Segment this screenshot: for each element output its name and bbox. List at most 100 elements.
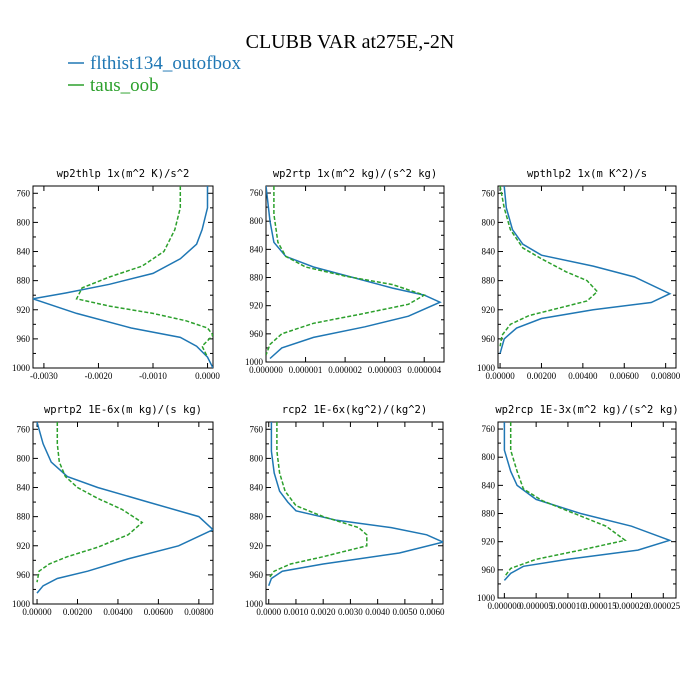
panel-title: wp2rtp 1x(m^2 kg)/(s^2 kg): [273, 168, 437, 180]
x-tick-label: 0.000010: [551, 601, 585, 611]
x-tick-label: -0.0030: [30, 371, 58, 381]
panel-title: wp2thlp 1x(m^2 K)/s^2: [57, 168, 190, 180]
legend-label-flthist134: flthist134_outofbox: [90, 53, 241, 74]
y-tick-label: 840: [17, 483, 31, 493]
y-tick-label: 840: [482, 480, 496, 490]
panel-3: wpthlp2 1x(m K^2)/s 760 800 840 880 920 960 100…: [477, 168, 681, 381]
series-line-flthist134-outofbox: [267, 422, 443, 587]
y-tick-label: 760: [17, 188, 31, 198]
panel-4: wprtp2 1E-6x(m kg)/(s kg) 760 800 840 880 920…: [12, 404, 214, 617]
y-tick-label: 800: [17, 453, 31, 463]
y-tick-label: 760: [250, 424, 264, 434]
x-tick-label: 0.0010: [284, 607, 309, 617]
x-tick-label: -0.0020: [85, 371, 113, 381]
y-tick-label: 920: [250, 301, 264, 311]
y-tick-label: 800: [250, 453, 264, 463]
y-tick-label: 920: [17, 541, 31, 551]
figure-title: CLUBB VAR at275E,-2N: [246, 31, 455, 53]
y-tick-label: 880: [250, 273, 264, 283]
legend-label-taus-oob: taus_oob: [90, 75, 159, 96]
y-tick-label: 840: [482, 247, 496, 257]
x-tick-label: 0.00800: [651, 371, 681, 381]
series-line-flthist134-outofbox: [36, 422, 213, 594]
x-tick-label: 0.00200: [63, 607, 93, 617]
panel-frame: [497, 421, 677, 599]
y-tick-label: 1000: [477, 363, 496, 373]
x-tick-label: 0.00000: [22, 607, 52, 617]
series-line-flthist134-outofbox: [33, 186, 213, 368]
x-tick-label: 0.0000: [195, 371, 220, 381]
x-tick-label: 0.00000: [485, 371, 515, 381]
x-tick-label: 0.000000: [249, 365, 283, 375]
y-tick-label: 840: [250, 244, 264, 254]
y-tick-label: 1000: [245, 599, 264, 609]
x-tick-label: 0.00600: [144, 607, 174, 617]
y-tick-label: 840: [17, 247, 31, 257]
x-tick-label: 0.000003: [368, 365, 402, 375]
y-tick-label: 1000: [12, 363, 31, 373]
legend: flthist134_outofbox taus_oob: [68, 53, 241, 96]
panel-5: rcp2 1E-6x(kg^2)/(kg^2) 760 800 840 880 920 96…: [245, 404, 445, 617]
panel-frame: [265, 185, 445, 363]
x-tick-label: 0.000015: [583, 601, 617, 611]
panel-1: wp2thlp 1x(m^2 K)/s^2 760 800 840 880 920 960 1…: [12, 168, 220, 381]
x-tick-label: 0.000020: [615, 601, 649, 611]
y-tick-label: 960: [17, 334, 31, 344]
y-tick-label: 880: [17, 512, 31, 522]
y-tick-label: 960: [482, 334, 496, 344]
y-tick-label: 880: [17, 276, 31, 286]
y-tick-label: 880: [250, 512, 264, 522]
series-line-flthist134-outofbox: [499, 186, 672, 354]
series-line-flthist134-outofbox: [266, 186, 442, 360]
x-tick-label: 0.00200: [527, 371, 557, 381]
x-tick-label: 0.000004: [407, 365, 441, 375]
x-tick-label: 0.000005: [519, 601, 553, 611]
y-tick-label: 960: [482, 565, 496, 575]
y-tick-label: 800: [482, 452, 496, 462]
y-tick-label: 1000: [12, 599, 31, 609]
panel-title: wprtp2 1E-6x(m kg)/(s kg): [44, 404, 202, 416]
x-tick-label: 0.0040: [365, 607, 390, 617]
y-tick-label: 960: [250, 329, 264, 339]
y-tick-label: 760: [482, 188, 496, 198]
panel-frame: [265, 421, 444, 605]
x-tick-label: 0.000000: [487, 601, 521, 611]
y-tick-label: 920: [482, 537, 496, 547]
series-line-taus-oob: [268, 422, 368, 579]
panel-title: wp2rcp 1E-3x(m^2 kg)/(s^2 kg): [495, 404, 678, 416]
x-tick-label: 0.0020: [311, 607, 336, 617]
y-tick-label: 760: [17, 424, 31, 434]
y-tick-label: 880: [482, 509, 496, 519]
series-line-taus-oob: [503, 422, 627, 578]
panel-title: rcp2 1E-6x(kg^2)/(kg^2): [282, 404, 427, 416]
series-line-taus-oob: [266, 186, 427, 356]
panel-frame: [32, 185, 214, 369]
panel-title: wpthlp2 1x(m K^2)/s: [527, 168, 647, 180]
x-tick-label: 0.000002: [328, 365, 362, 375]
y-tick-label: 920: [482, 305, 496, 315]
y-tick-label: 1000: [245, 357, 264, 367]
y-tick-label: 880: [482, 276, 496, 286]
x-tick-label: 0.0050: [393, 607, 418, 617]
y-tick-label: 960: [250, 570, 264, 580]
x-tick-label: 0.000001: [289, 365, 323, 375]
panel-frame: [32, 421, 214, 605]
y-tick-label: 920: [17, 305, 31, 315]
x-tick-label: 0.00400: [568, 371, 598, 381]
series-line-taus-oob: [75, 186, 213, 358]
series-line-taus-oob: [499, 186, 599, 347]
y-tick-label: 760: [250, 188, 264, 198]
x-tick-label: 0.00600: [610, 371, 640, 381]
x-tick-label: 0.0000: [256, 607, 281, 617]
x-tick-label: 0.0030: [338, 607, 363, 617]
y-tick-label: 800: [17, 217, 31, 227]
panel-6: wp2rcp 1E-3x(m^2 kg)/(s^2 kg) 760 800 840 88…: [477, 404, 681, 611]
panel-frame: [497, 185, 677, 369]
chart-panels: wp2thlp 1x(m^2 K)/s^2 760 800 840 880 920 960 1…: [12, 168, 681, 617]
x-tick-label: 0.000025: [646, 601, 680, 611]
x-tick-label: 0.00400: [103, 607, 133, 617]
series-line-flthist134-outofbox: [503, 422, 672, 581]
y-tick-label: 800: [482, 217, 496, 227]
y-tick-label: 840: [250, 483, 264, 493]
